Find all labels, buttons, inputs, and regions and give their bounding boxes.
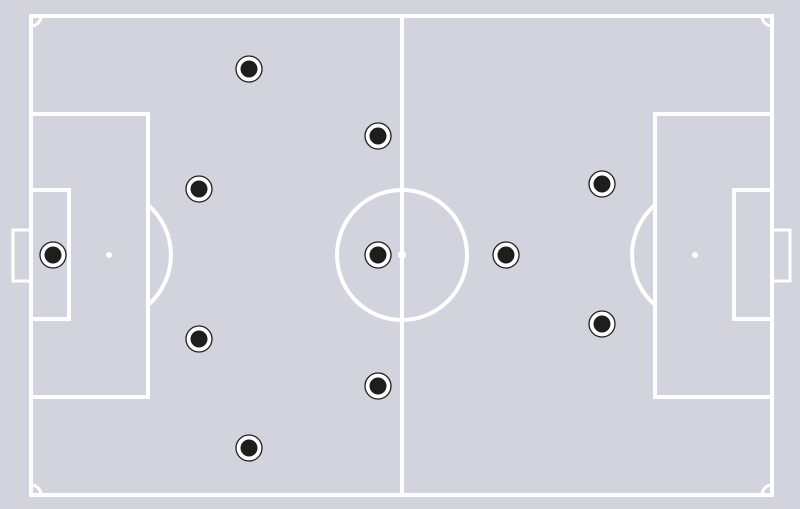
corner-arc-bottom-left [30, 483, 43, 496]
player-marker-dot [593, 175, 611, 193]
player-marker-icon[interactable] [185, 325, 213, 353]
player-marker-dot [593, 315, 611, 333]
player-marker-icon[interactable] [492, 241, 520, 269]
player-markers [39, 55, 616, 462]
right-penalty-arc [630, 203, 657, 307]
center-circle [335, 188, 469, 322]
corner-arc-bottom-right [760, 483, 773, 496]
player-marker-icon[interactable] [364, 372, 392, 400]
player-marker-dot [369, 377, 387, 395]
player-marker-icon[interactable] [364, 241, 392, 269]
player-marker-dot [190, 180, 208, 198]
player-marker-dot [369, 246, 387, 264]
center-spot [398, 251, 406, 259]
player-marker-dot [240, 439, 258, 457]
player-marker-icon[interactable] [588, 170, 616, 198]
right-goal [770, 228, 792, 283]
player-marker-dot [44, 246, 62, 264]
pitch-markings [11, 14, 792, 497]
player-marker-icon[interactable] [588, 310, 616, 338]
player-marker-icon[interactable] [235, 434, 263, 462]
corner-arc-top-left [30, 15, 43, 28]
player-marker-dot [369, 127, 387, 145]
player-marker-icon[interactable] [235, 55, 263, 83]
player-marker-dot [497, 246, 515, 264]
player-marker-icon[interactable] [364, 122, 392, 150]
corner-arc-top-right [760, 15, 773, 28]
left-penalty-spot [106, 252, 112, 258]
left-penalty-arc [146, 203, 173, 307]
player-marker-icon[interactable] [185, 175, 213, 203]
player-marker-dot [240, 60, 258, 78]
player-marker-icon[interactable] [39, 241, 67, 269]
right-penalty-spot [692, 252, 698, 258]
left-goal [11, 228, 33, 283]
player-marker-dot [190, 330, 208, 348]
